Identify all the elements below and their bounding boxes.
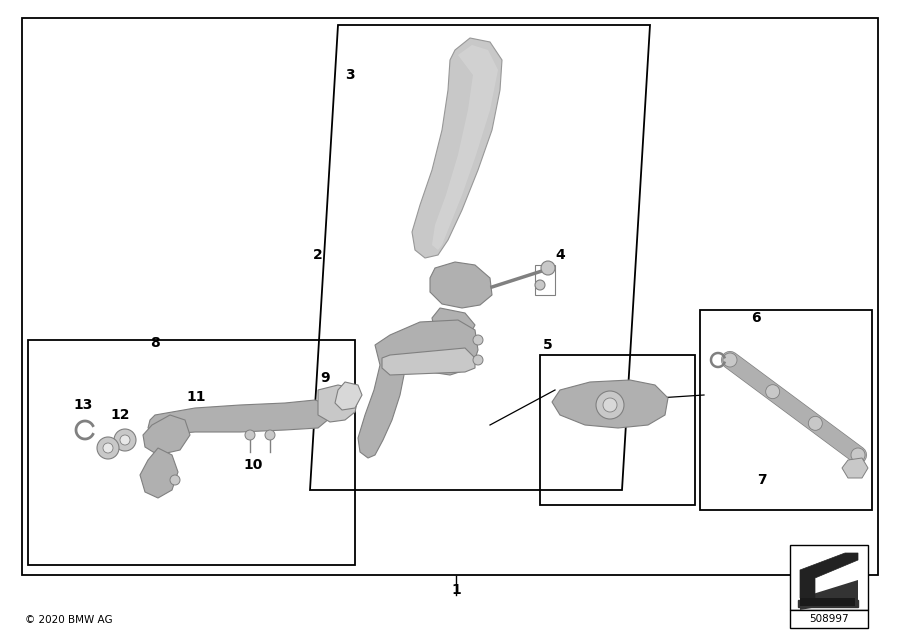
Circle shape bbox=[120, 435, 130, 445]
Text: 13: 13 bbox=[73, 398, 93, 412]
Text: 7: 7 bbox=[757, 473, 767, 487]
Circle shape bbox=[851, 448, 865, 462]
Bar bbox=[790, 610, 868, 628]
Circle shape bbox=[473, 355, 483, 365]
Polygon shape bbox=[432, 45, 498, 250]
Polygon shape bbox=[800, 580, 858, 610]
Circle shape bbox=[114, 429, 136, 451]
Circle shape bbox=[473, 335, 483, 345]
Polygon shape bbox=[148, 400, 330, 435]
Text: 12: 12 bbox=[110, 408, 130, 422]
Polygon shape bbox=[800, 553, 858, 598]
Circle shape bbox=[103, 443, 113, 453]
Circle shape bbox=[245, 430, 255, 440]
Polygon shape bbox=[318, 385, 358, 422]
Polygon shape bbox=[143, 415, 190, 455]
Circle shape bbox=[596, 391, 624, 419]
Polygon shape bbox=[412, 38, 502, 258]
Text: 5: 5 bbox=[543, 338, 553, 352]
Circle shape bbox=[535, 280, 545, 290]
Text: 3: 3 bbox=[346, 68, 355, 82]
Text: 8: 8 bbox=[150, 336, 160, 350]
Polygon shape bbox=[842, 458, 868, 478]
Polygon shape bbox=[432, 308, 475, 340]
Circle shape bbox=[603, 398, 617, 412]
Text: 6: 6 bbox=[752, 311, 760, 325]
Bar bbox=[22, 18, 878, 575]
Text: 11: 11 bbox=[186, 390, 206, 404]
Circle shape bbox=[170, 475, 180, 485]
Polygon shape bbox=[552, 380, 668, 428]
Text: 2: 2 bbox=[313, 248, 323, 262]
Bar bbox=[790, 545, 868, 610]
Text: 1: 1 bbox=[451, 583, 461, 597]
Text: 508997: 508997 bbox=[809, 614, 849, 624]
Polygon shape bbox=[335, 382, 362, 410]
Polygon shape bbox=[382, 348, 475, 375]
Circle shape bbox=[723, 353, 737, 367]
Polygon shape bbox=[798, 600, 858, 607]
Bar bbox=[535, 265, 555, 295]
Bar bbox=[28, 340, 355, 565]
Text: © 2020 BMW AG: © 2020 BMW AG bbox=[25, 615, 112, 625]
Text: 9: 9 bbox=[320, 371, 329, 385]
Polygon shape bbox=[140, 448, 178, 498]
Bar bbox=[540, 355, 695, 505]
Text: 4: 4 bbox=[555, 248, 565, 262]
Polygon shape bbox=[358, 320, 478, 458]
Bar bbox=[700, 310, 872, 510]
Circle shape bbox=[808, 416, 823, 430]
Polygon shape bbox=[800, 598, 855, 606]
Text: 10: 10 bbox=[243, 458, 263, 472]
Circle shape bbox=[541, 261, 555, 275]
Circle shape bbox=[766, 385, 779, 399]
Circle shape bbox=[265, 430, 275, 440]
Circle shape bbox=[97, 437, 119, 459]
Polygon shape bbox=[430, 262, 492, 308]
